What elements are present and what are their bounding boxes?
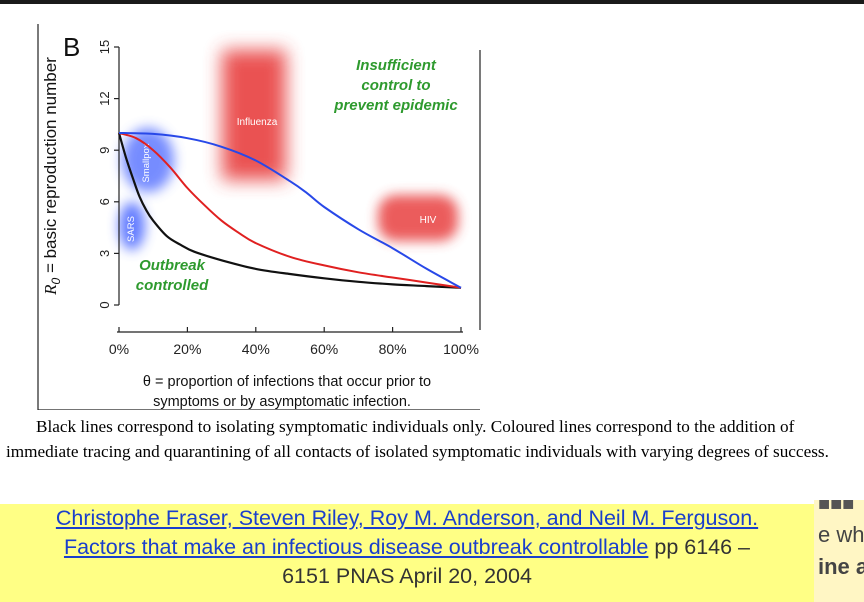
x-tick-label: 20%	[173, 341, 201, 357]
side-fragment-top: ■■■	[818, 500, 855, 515]
influenza-region	[222, 50, 286, 180]
series-line-1	[118, 132, 462, 289]
smallpox-region	[122, 128, 174, 192]
side-text-fragment: ■■■ e wh ine a	[814, 500, 864, 602]
x-tick-label: 0%	[109, 341, 129, 357]
annotation-insufficient-line1: Insufficient	[356, 57, 437, 74]
citation-box: Christophe Fraser, Steven Riley, Roy M. …	[0, 504, 814, 602]
y-tick-label: 15	[97, 40, 112, 54]
x-axis-title-line1: θ = proportion of infections that occur …	[143, 374, 431, 390]
hiv-region	[378, 195, 458, 241]
y-tick-label: 9	[97, 147, 112, 154]
annotation-insufficient-control: Insufficient control to prevent epidemic	[333, 57, 458, 114]
sars-region	[119, 202, 145, 250]
annotation-outbreak-line2: controlled	[136, 277, 209, 294]
x-tick-label: 60%	[310, 341, 338, 357]
region-label-influenza: Influenza	[237, 117, 278, 128]
x-axis-title-line2: symptoms or by asymptomatic infection.	[153, 394, 411, 410]
series-layer	[117, 132, 462, 289]
x-tick-label: 40%	[242, 341, 270, 357]
y-tick-label: 0	[97, 301, 112, 308]
citation-pages-end: 6151	[282, 564, 330, 588]
citation-journal-date: PNAS April 20, 2004	[335, 564, 532, 588]
annotation-insufficient-line3: prevent epidemic	[333, 97, 458, 114]
series-line-0	[117, 132, 462, 289]
y-tick-label: 12	[97, 91, 112, 105]
figure-caption: Black lines correspond to isolating symp…	[6, 417, 829, 461]
x-tick-label: 100%	[443, 341, 479, 357]
citation-authors-link[interactable]: Christophe Fraser, Steven Riley, Roy M. …	[55, 506, 759, 530]
pathogen-regions	[119, 50, 458, 250]
citation-title-link[interactable]: Factors that make an infectious disease …	[63, 535, 649, 559]
top-border	[0, 0, 864, 4]
citation-pages: pp 6146 –	[654, 535, 751, 559]
chart-figure: Influenza HIV Smallpox SARS 0 3 6 9 12 15 0% 20…	[37, 24, 481, 410]
y-axis-title-var: R	[41, 284, 60, 296]
series-line-2	[118, 132, 462, 289]
region-label-sars: SARS	[126, 216, 137, 242]
y-axis-title-rest: = basic reproduction number	[41, 57, 60, 278]
y-axis-title: R0 = basic reproduction number	[41, 57, 63, 296]
side-fragment-line2: ine a	[818, 554, 864, 579]
annotation-insufficient-line2: control to	[361, 77, 430, 94]
panel-label: B	[63, 32, 80, 62]
annotation-outbreak-line1: Outbreak	[139, 257, 206, 274]
region-label-smallpox: Smallpox	[141, 143, 152, 182]
region-label-hiv: HIV	[420, 215, 437, 226]
y-tick-label: 6	[97, 198, 112, 205]
side-fragment-line1: e wh	[818, 522, 864, 547]
annotation-outbreak-controlled: Outbreak controlled	[136, 257, 209, 294]
axes: 0 3 6 9 12 15 0% 20% 40% 60% 80% 100%	[97, 40, 479, 357]
x-tick-label: 80%	[379, 341, 407, 357]
y-tick-label: 3	[97, 250, 112, 257]
y-axis-title-sub: 0	[49, 277, 63, 284]
